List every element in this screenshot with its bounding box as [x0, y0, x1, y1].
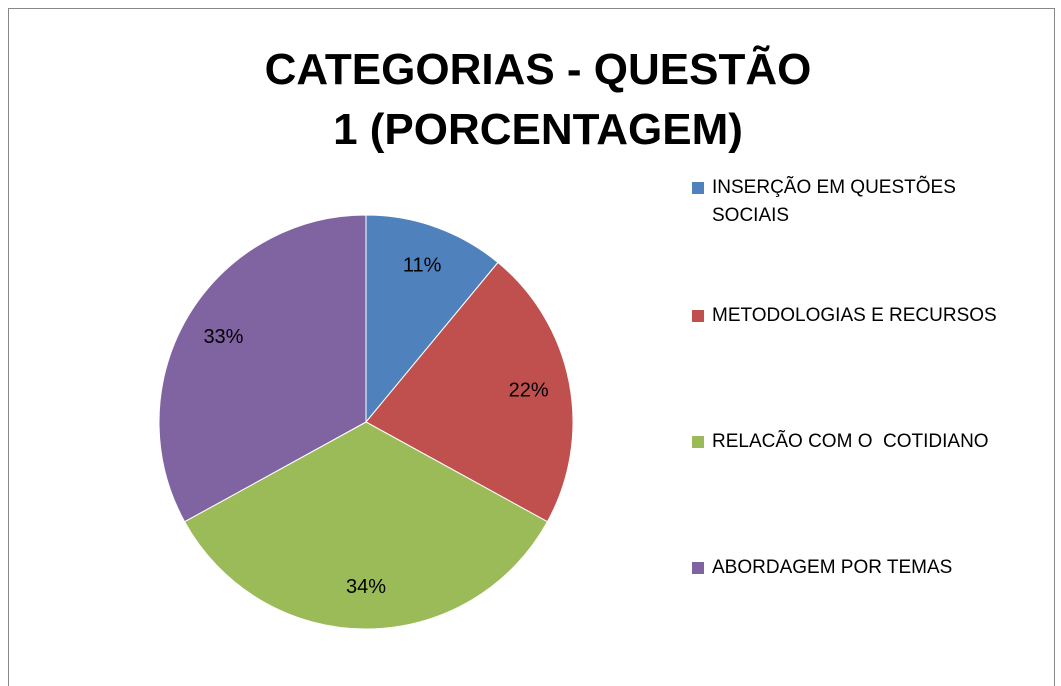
legend-label: ABORDAGEM POR TEMAS	[712, 557, 953, 578]
data-label: 34%	[346, 576, 386, 598]
legend-swatch	[692, 310, 704, 322]
frame	[8, 8, 1055, 686]
legend-label: RELACÃO COM O COTIDIANO	[712, 431, 989, 452]
legend-item: RELACÃO COM O COTIDIANO	[692, 428, 1012, 456]
legend-item: ABORDAGEM POR TEMAS	[692, 554, 1012, 582]
data-label: 33%	[203, 326, 243, 348]
chart-title: CATEGORIAS - QUESTÃO 1 (PORCENTAGEM)	[264, 45, 812, 154]
legend-item: METODOLOGIAS E RECURSOS	[692, 302, 1012, 330]
legend-swatch	[692, 182, 704, 194]
legend-swatch	[692, 562, 704, 574]
data-label: 11%	[403, 254, 442, 276]
legend-item: INSERÇÃO EM QUESTÕES SOCIAIS	[692, 174, 1012, 230]
legend-label: METODOLOGIAS E RECURSOS	[712, 305, 997, 326]
pie-slice	[183, 421, 549, 630]
pie-slice	[158, 214, 367, 523]
legend-label: INSERÇÃO EM QUESTÕES SOCIAIS	[712, 177, 962, 226]
pie-slice	[365, 261, 574, 523]
data-label: 22%	[509, 379, 549, 401]
legend-swatch	[692, 436, 704, 448]
pie-slice	[365, 214, 499, 424]
